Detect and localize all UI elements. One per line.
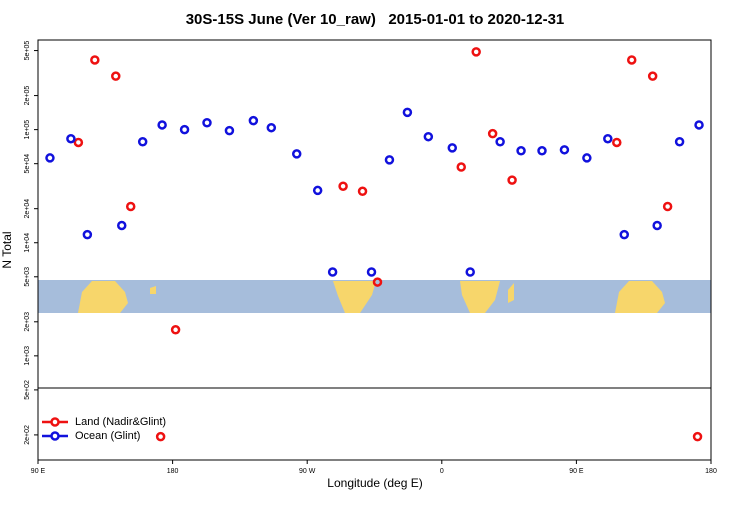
point (384, 155, 395, 165)
point (157, 120, 167, 130)
point (338, 181, 348, 191)
point (694, 120, 704, 130)
point (619, 229, 630, 240)
y-tick-label: 1e+05 (24, 120, 31, 140)
point (312, 185, 323, 196)
point (357, 186, 368, 197)
point (612, 137, 622, 148)
y-axis-label: N Total (0, 231, 14, 268)
point (327, 267, 338, 277)
x-tick-label: 180 (167, 468, 179, 475)
point (447, 143, 458, 153)
x-tick-label: 90 E (31, 468, 46, 475)
point (155, 431, 166, 442)
point (516, 146, 526, 156)
point (559, 145, 570, 155)
point (652, 220, 662, 231)
legend-marker (50, 431, 60, 441)
point (495, 137, 505, 147)
legend-marker (50, 417, 60, 427)
point (603, 133, 613, 144)
x-axis-label: Longitude (deg E) (327, 476, 422, 490)
y-tick-label: 2e+04 (24, 199, 31, 219)
legend-label: Land (Nadir&Glint) (75, 416, 166, 428)
point (66, 133, 76, 144)
point (456, 162, 466, 172)
y-tick-label: 5e+02 (24, 380, 31, 400)
point (224, 125, 235, 136)
point (137, 137, 148, 147)
point (471, 47, 481, 57)
point (507, 175, 517, 185)
y-tick-label: 1e+04 (24, 233, 31, 253)
point (170, 325, 181, 335)
point (366, 267, 377, 277)
point (692, 431, 703, 442)
y-tick-label: 1e+03 (24, 346, 31, 366)
point (202, 118, 212, 128)
x-tick-label: 180 (705, 468, 717, 475)
x-tick-label: 90 E (569, 468, 584, 475)
point (487, 128, 498, 139)
y-tick-label: 2e+03 (24, 312, 31, 332)
point (248, 115, 259, 126)
point (125, 201, 136, 212)
point (423, 131, 434, 142)
y-tick-label: 5e+05 (24, 41, 31, 61)
y-tick-label: 5e+03 (24, 267, 31, 287)
point (291, 149, 302, 159)
point (647, 71, 658, 81)
point (674, 137, 685, 147)
y-tick-label: 5e+04 (24, 154, 31, 174)
point (537, 146, 547, 156)
point (372, 277, 383, 287)
point (626, 55, 637, 65)
point (179, 124, 190, 135)
point (111, 71, 121, 81)
point (117, 220, 127, 231)
legend-label: Ocean (Glint) (75, 430, 140, 442)
point (662, 201, 673, 212)
y-tick-label: 2e+05 (24, 86, 31, 106)
point (465, 267, 475, 277)
point (402, 107, 413, 118)
x-tick-label: 90 W (299, 468, 316, 475)
point (90, 55, 100, 65)
point (82, 229, 93, 240)
y-tick-label: 2e+02 (24, 425, 31, 445)
point (582, 153, 592, 163)
point (73, 137, 84, 148)
plot-frame (37, 39, 712, 461)
point (45, 153, 55, 163)
chart-title: 30S-15S June (Ver 10_raw) 2015-01-01 to … (186, 11, 565, 28)
x-tick-label: 0 (440, 468, 444, 475)
point (266, 122, 277, 133)
